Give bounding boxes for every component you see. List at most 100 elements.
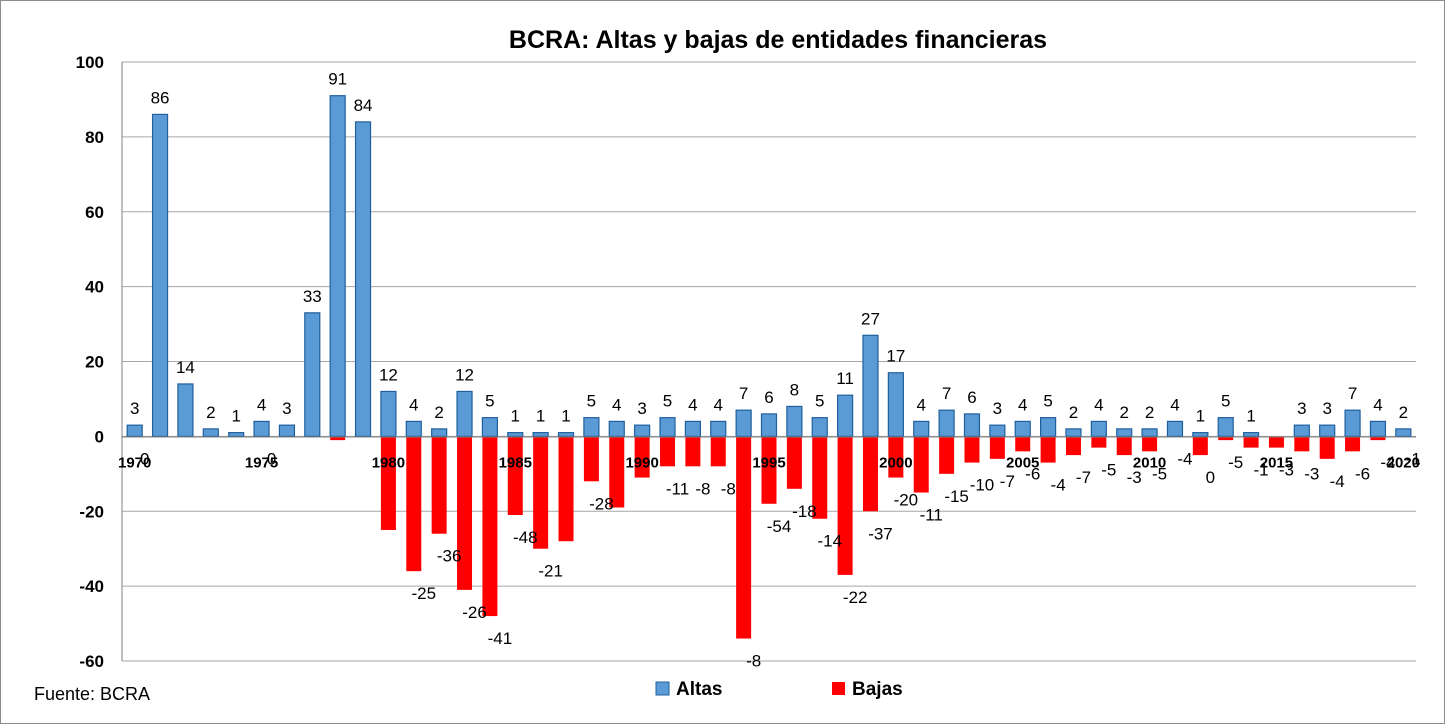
altas-data-label: 8 [790, 380, 799, 399]
bajas-bar [1065, 436, 1081, 456]
bajas-data-label: 0 [140, 449, 149, 468]
x-axis-ticks: 1970 1975 1980 1985 1990 1995 2000 2005 2010 2015… [118, 454, 1420, 471]
bajas-bar [558, 436, 574, 542]
x-tick-label: 2005 [1006, 454, 1039, 471]
bajas-bar [786, 436, 802, 489]
altas-data-label: 4 [1094, 395, 1103, 414]
bajas-bar [431, 436, 447, 534]
altas-bar [329, 95, 346, 437]
bajas-data-label: -1 [1406, 449, 1421, 468]
altas-bar [1039, 417, 1057, 437]
x-tick-label: 1995 [752, 454, 785, 471]
bajas-bar [660, 436, 676, 467]
altas-data-label: 27 [861, 309, 880, 328]
altas-bar [583, 417, 600, 437]
altas-data-label: 4 [612, 395, 621, 414]
bajas-bar [812, 436, 828, 519]
altas-bar [126, 424, 143, 437]
bajas-bar [330, 436, 346, 441]
altas-data-label: 2 [434, 403, 443, 422]
altas-data-label: 33 [303, 287, 322, 306]
x-tick-label: 1970 [118, 454, 151, 471]
bajas-data-label: -7 [1000, 472, 1015, 491]
x-tick-label: 2015 [1260, 454, 1293, 471]
bajas-bar [1268, 436, 1284, 448]
altas-bar [760, 413, 778, 437]
bajas-data-label: -54 [767, 517, 792, 536]
bajas-data-label: -4 [1380, 453, 1395, 472]
altas-bar [557, 432, 575, 437]
bajas-data-label: -3 [1279, 461, 1294, 480]
legend: Altas Bajas [655, 679, 903, 700]
altas-data-label: 3 [282, 399, 291, 418]
altas-bar [1090, 420, 1107, 437]
bajas-bar [939, 436, 955, 474]
bajas-bar [1142, 436, 1158, 452]
x-tick-label: 1990 [625, 454, 658, 471]
altas-data-label: 1 [561, 407, 570, 426]
altas-bar [1065, 428, 1082, 437]
bajas-data-label: -10 [970, 476, 995, 495]
bajas-data-label: -4 [1330, 472, 1345, 491]
altas-data-label: 5 [587, 392, 596, 411]
legend-swatch-bajas [832, 682, 845, 695]
altas-data-label: 1 [536, 407, 545, 426]
bajas-data-label: -20 [894, 491, 919, 510]
altas-bar [481, 417, 499, 437]
altas-bar [1369, 420, 1387, 437]
bajas-bar [1192, 436, 1208, 456]
bajas-data-label: -6 [1355, 464, 1370, 483]
altas-data-label: 5 [1221, 392, 1230, 411]
x-tick-label: 1985 [499, 454, 532, 471]
altas-data-label: 3 [1297, 399, 1306, 418]
altas-bar [431, 428, 448, 437]
altas-data-label: 2 [1069, 403, 1078, 422]
legend-label-altas: Altas [676, 679, 722, 700]
altas-bar [963, 413, 981, 437]
altas-bar [1319, 424, 1336, 437]
bajas-data-label: -48 [513, 528, 538, 547]
legend-swatch-altas [655, 681, 670, 696]
bajas-data-label: -28 [589, 494, 614, 513]
altas-data-label: 4 [257, 395, 266, 414]
altas-bar [1217, 417, 1234, 437]
altas-data-label: 3 [130, 399, 139, 418]
x-tick-label: 1975 [245, 454, 278, 471]
altas-bar [278, 424, 296, 437]
altas-bar [1116, 428, 1133, 437]
altas-bar [938, 409, 955, 437]
bajas-data-label: -4 [1051, 476, 1066, 495]
bajas-bar [862, 436, 878, 512]
bajas-data-label: -8 [746, 652, 761, 671]
y-axis-ticks: 100 80 60 40 20 0 -20 -40 -60 [76, 53, 104, 671]
bajas-data-label: -37 [868, 524, 893, 543]
altas-data-label: 14 [176, 358, 195, 377]
bajas-bar [964, 436, 980, 463]
altas-data-label: 4 [1018, 395, 1027, 414]
altas-data-label: 12 [455, 365, 474, 384]
altas-data-label: 4 [1373, 395, 1382, 414]
bajas-data-label: -3 [1304, 464, 1319, 483]
y-tick-label: -60 [79, 652, 104, 671]
bajas-bar [1116, 436, 1132, 456]
altas-data-label: 7 [942, 384, 951, 403]
altas-data-label: 1 [511, 407, 520, 426]
altas-data-label: 7 [1348, 384, 1357, 403]
altas-data-label: 4 [1170, 395, 1179, 414]
bajas-bar [685, 436, 701, 467]
bajas-bar [761, 436, 777, 504]
altas-bar [913, 420, 930, 437]
altas-data-label: 7 [739, 384, 748, 403]
bajas-bar [1319, 436, 1335, 459]
bajas-bar [406, 436, 422, 572]
altas-data-label: 86 [151, 88, 170, 107]
y-tick-label: 100 [76, 53, 104, 72]
bajas-bar [1345, 436, 1361, 452]
source-note: Fuente: BCRA [34, 684, 150, 704]
y-tick-label: 0 [95, 427, 104, 446]
altas-data-label: 4 [688, 395, 697, 414]
altas-data-label: 2 [1119, 403, 1128, 422]
bajas-data-label: -5 [1101, 461, 1116, 480]
altas-data-label: 6 [764, 388, 773, 407]
